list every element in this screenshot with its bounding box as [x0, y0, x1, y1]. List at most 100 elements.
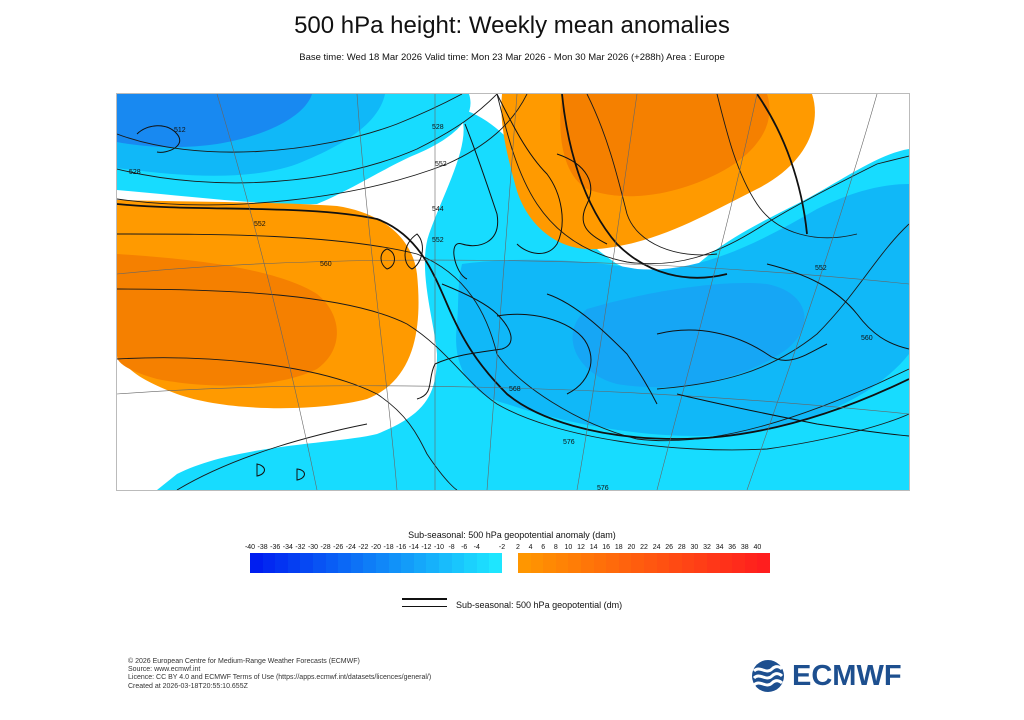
colorbar-segment-positive: [618, 553, 632, 573]
colorbar-tick-label: 4: [528, 544, 533, 551]
contour-label: 552: [432, 237, 444, 244]
colorbar-tick-label: 34: [715, 544, 724, 551]
colorbar-tick-label: -40: [244, 544, 256, 551]
contour-label: 576: [597, 485, 609, 490]
colorbar-segment-positive: [518, 553, 532, 573]
colorbar-segment-positive: [593, 553, 607, 573]
colorbar-segment-negative: [287, 553, 301, 573]
colorbar-tick-label: -22: [358, 544, 369, 551]
ecmwf-logo-icon: [752, 660, 784, 692]
negative-anomaly-europe: [157, 108, 909, 490]
colorbar-tick-label: -6: [461, 544, 468, 551]
contour-label: 544: [432, 206, 444, 213]
colorbar-tick-label: 2: [516, 544, 520, 551]
colorbar-segment-negative: [275, 553, 289, 573]
colorbar-segment-positive: [681, 553, 695, 573]
colorbar: [250, 553, 774, 573]
colorbar-segment-positive: [744, 553, 758, 573]
contour-label: 528: [129, 169, 141, 176]
colorbar-tick-label: -30: [307, 544, 319, 551]
colorbar-tick-label: 18: [614, 544, 623, 551]
colorbar-segment-negative: [338, 553, 352, 573]
colorbar-segment-negative: [388, 553, 402, 573]
chart-title: 500 hPa height: Weekly mean anomalies: [294, 12, 730, 39]
colorbar-segment-negative: [464, 553, 478, 573]
contour-label: 560: [320, 261, 332, 268]
colorbar-tick-label: -20: [370, 544, 382, 551]
colorbar-segment-positive: [732, 553, 746, 573]
contour-label: 560: [861, 335, 873, 342]
contour-label: 528: [432, 124, 444, 131]
colorbar-segment-negative: [476, 553, 490, 573]
colorbar-segment-negative: [451, 553, 465, 573]
colorbar-segment-negative: [250, 553, 264, 573]
colorbar-segment-positive: [644, 553, 658, 573]
colorbar-segment-positive: [568, 553, 582, 573]
colorbar-tick-label: 32: [703, 544, 711, 551]
colorbar-segment-negative: [426, 553, 440, 573]
contour-legend-label: Sub-seasonal: 500 hPa geopotential (dm): [456, 600, 623, 610]
colorbar-segment-negative: [401, 553, 415, 573]
colorbar-segment-negative: [376, 553, 390, 573]
colorbar-segment-negative: [262, 553, 276, 573]
colorbar-segment-negative: [489, 553, 503, 573]
colorbar-tick-label: 30: [690, 544, 699, 551]
geopotential-contours: [117, 94, 909, 490]
negative-anomaly-north-atlantic: [117, 94, 471, 205]
colorbar-tick-label: -8: [448, 544, 455, 551]
colorbar-segment-positive: [606, 553, 620, 573]
colorbar-segment-positive: [530, 553, 544, 573]
colorbar-segment-positive: [707, 553, 721, 573]
colorbar-segment-positive: [694, 553, 708, 573]
footer-licence: Licence: CC BY 4.0 and ECMWF Terms of Us…: [128, 674, 432, 682]
thick-contours: [117, 94, 909, 440]
colorbar-tick-label: -34: [282, 544, 293, 551]
colorbar-segment-negative: [439, 553, 453, 573]
contour-label: 512: [174, 127, 186, 134]
contour-label: 576: [563, 439, 575, 446]
colorbar-tick-label: -2: [498, 544, 506, 551]
colorbar-tick-label: 10: [564, 544, 573, 551]
contour-label: 552: [435, 161, 447, 168]
colorbar-tick-label: 16: [602, 544, 611, 551]
colorbar-segment-positive: [631, 553, 645, 573]
colorbar-segment-positive: [757, 553, 771, 573]
colorbar-segment-negative: [313, 553, 327, 573]
colorbar-tick-label: -4: [473, 544, 480, 551]
colorbar-segment-negative: [363, 553, 377, 573]
colorbar-segment-positive: [719, 553, 733, 573]
colorbar-tick-label: -26: [333, 544, 344, 551]
colorbar-tick-label: -14: [408, 544, 419, 551]
colorbar-segment-positive: [555, 553, 569, 573]
colorbar-tick-label: 12: [577, 544, 585, 551]
colorbar-tick-label: 26: [665, 544, 674, 551]
colorbar-segment-negative: [325, 553, 339, 573]
contour-label: 552: [254, 221, 266, 228]
colorbar-segment-negative: [413, 553, 427, 573]
positive-anomaly-scandinavia: [501, 94, 815, 250]
coastlines: [136, 94, 909, 481]
colorbar-tick-label: -32: [295, 544, 306, 551]
colorbar-tick-label: 14: [589, 544, 598, 551]
colorbar-tick-label: 28: [677, 544, 686, 551]
colorbar-tick-label: -18: [383, 544, 394, 551]
colorbar-tick-label: -10: [433, 544, 445, 551]
colorbar-tick-label: 40: [753, 544, 762, 551]
colorbar-tick-label: 38: [740, 544, 749, 551]
contour-label: 552: [815, 265, 827, 272]
colorbar-tick-label: -28: [320, 544, 331, 551]
colorbar-tick-label: 6: [541, 544, 546, 551]
colorbar-segment-negative: [300, 553, 314, 573]
footer: © 2026 European Centre for Medium-Range …: [128, 658, 431, 691]
anomaly-map: 512 528 528 552 552 544 552 560 552 560 …: [116, 93, 910, 491]
chart-subtitle: Base time: Wed 18 Mar 2026 Valid time: M…: [299, 52, 725, 63]
contour-label: 568: [509, 386, 521, 393]
colorbar-tick-label: 22: [640, 544, 648, 551]
colorbar-segment-positive: [543, 553, 557, 573]
positive-anomaly-atlantic: [117, 200, 419, 409]
ecmwf-logo: ECMWF: [748, 659, 902, 693]
colorbar-segment-positive: [669, 553, 683, 573]
colorbar-segment-positive: [656, 553, 670, 573]
colorbar-tick-label: -16: [396, 544, 407, 551]
colorbar-title: Sub-seasonal: 500 hPa geopotential anoma…: [408, 530, 616, 540]
